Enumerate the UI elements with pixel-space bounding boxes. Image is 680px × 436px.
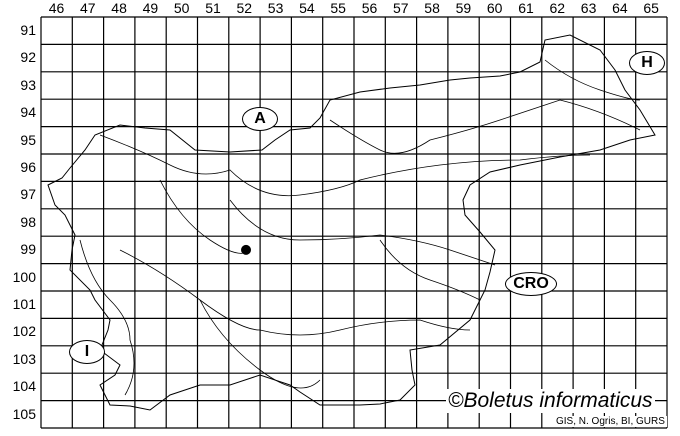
river — [229, 199, 496, 266]
country-border — [47, 34, 656, 411]
row-label: 95 — [20, 131, 36, 148]
country-label-croatia: CRO — [505, 272, 557, 296]
column-label: 59 — [455, 0, 472, 16]
row-label: 91 — [20, 22, 36, 38]
records-layer — [241, 244, 252, 255]
column-label: 63 — [580, 0, 597, 16]
record-dot — [241, 244, 252, 255]
country-label-hungary: H — [629, 51, 665, 75]
river — [159, 179, 251, 254]
column-label: 53 — [267, 0, 284, 16]
row-label: 98 — [20, 213, 36, 230]
river — [379, 239, 481, 301]
column-label: 62 — [549, 0, 566, 16]
river — [544, 59, 641, 101]
column-label: 52 — [236, 0, 253, 16]
river — [119, 249, 471, 336]
river — [99, 134, 591, 197]
river — [79, 239, 135, 396]
country-label-austria: A — [242, 107, 278, 131]
rivers — [79, 59, 641, 396]
credit-text: GIS, N. Ogris, BI, GURS — [554, 416, 667, 427]
row-label: 94 — [20, 104, 36, 121]
row-label: 100 — [12, 268, 36, 285]
column-label: 46 — [48, 0, 65, 16]
row-label: 105 — [12, 405, 36, 422]
row-label: 92 — [20, 49, 36, 66]
row-label: 102 — [12, 323, 36, 340]
country-label-italy: I — [69, 340, 105, 364]
row-label: 104 — [12, 378, 36, 395]
river — [199, 299, 321, 389]
column-label: 60 — [486, 0, 503, 16]
row-label: 103 — [12, 350, 36, 367]
column-label: 61 — [518, 0, 534, 16]
copyright-text: ©Boletus informaticus — [446, 389, 655, 413]
row-label: 96 — [20, 159, 36, 175]
column-label: 55 — [330, 0, 346, 16]
grid-lines — [40, 16, 668, 429]
column-label: 58 — [424, 0, 440, 16]
column-label: 54 — [299, 0, 315, 16]
column-label: 57 — [393, 0, 409, 16]
column-label: 64 — [612, 0, 628, 16]
river — [329, 99, 641, 154]
column-label: 51 — [205, 0, 221, 16]
column-label: 47 — [80, 0, 96, 16]
column-label: 50 — [173, 0, 190, 16]
column-label: 56 — [361, 0, 378, 16]
row-label: 97 — [20, 186, 36, 203]
row-label: 93 — [20, 76, 36, 93]
row-label: 99 — [20, 241, 36, 258]
column-label: 49 — [142, 0, 159, 16]
column-label: 48 — [111, 0, 127, 16]
column-label: 65 — [643, 0, 659, 16]
row-label: 101 — [12, 296, 36, 312]
